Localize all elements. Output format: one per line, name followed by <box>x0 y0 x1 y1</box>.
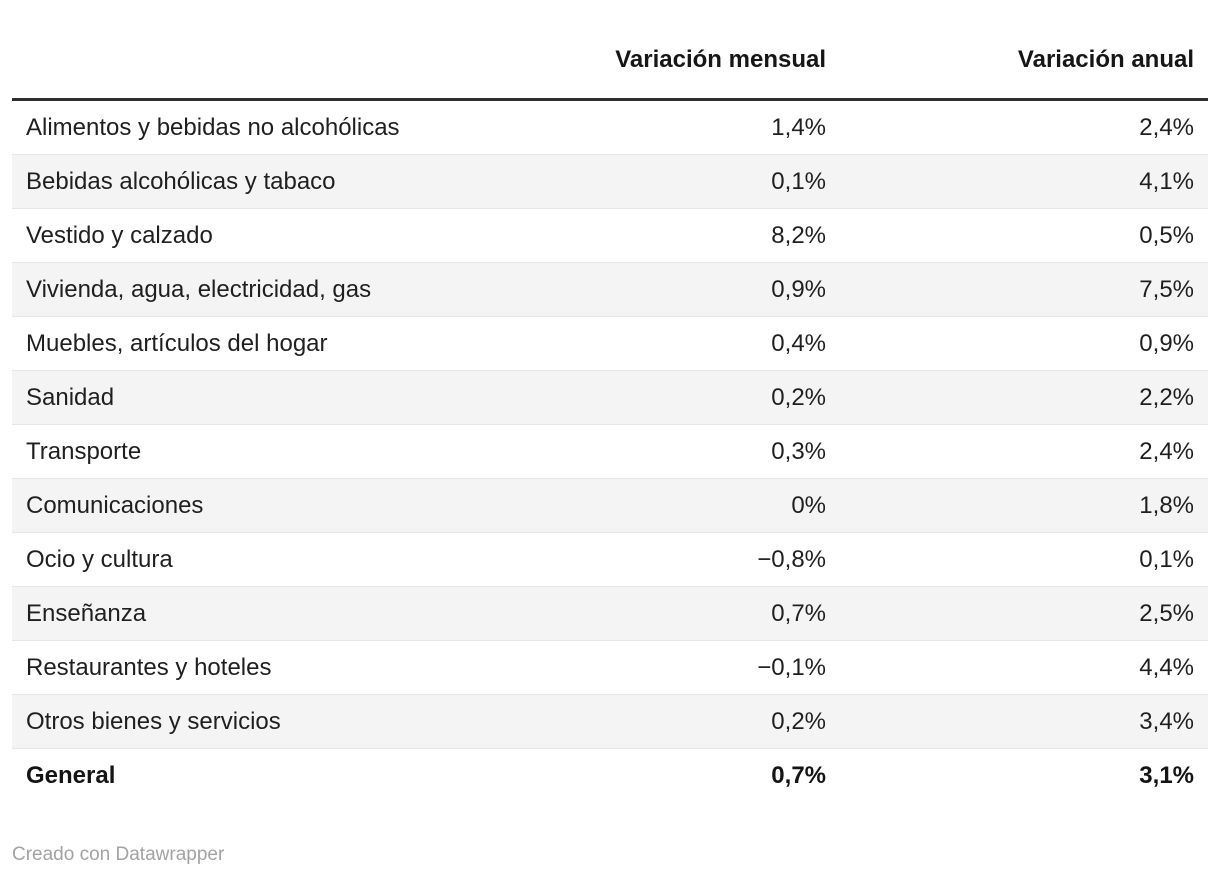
category-cell: General <box>12 748 530 802</box>
category-cell: Muebles, artículos del hogar <box>12 316 530 371</box>
anual-cell: 4,4% <box>840 640 1208 695</box>
table-row: Bebidas alcohólicas y tabaco 0,1% 4,1% <box>12 154 1208 209</box>
table-row: Comunicaciones 0% 1,8% <box>12 478 1208 533</box>
table-row: Vivienda, agua, electricidad, gas 0,9% 7,5… <box>12 262 1208 317</box>
anual-cell: 4,1% <box>840 154 1208 209</box>
table-row: Alimentos y bebidas no alcohólicas 1,4% 2,… <box>12 100 1208 155</box>
table-row: Restaurantes y hoteles −0,1% 4,4% <box>12 640 1208 695</box>
column-header-mensual: Variación mensual <box>530 0 840 101</box>
mensual-cell: 0,1% <box>530 154 840 209</box>
mensual-cell: 0,9% <box>530 262 840 317</box>
category-cell: Alimentos y bebidas no alcohólicas <box>26 113 400 141</box>
anual-cell: 7,5% <box>840 262 1208 317</box>
table-row: General 0,7% 3,1% <box>12 748 1208 802</box>
category-cell: Sanidad <box>12 370 530 425</box>
mensual-cell: 1,4% <box>771 113 826 141</box>
cpi-table: Variación mensual Variación anual Alimen… <box>12 0 1208 802</box>
table-header: Variación mensual Variación anual <box>12 0 1208 101</box>
attribution-credit: Creado con Datawrapper <box>12 844 225 865</box>
category-cell: Vestido y calzado <box>12 208 530 263</box>
table-row: Otros bienes y servicios 0,2% 3,4% <box>12 694 1208 749</box>
category-cell: Restaurantes y hoteles <box>12 640 530 695</box>
table-row: Vestido y calzado 8,2% 0,5% <box>12 208 1208 263</box>
table-row: Transporte 0,3% 2,4% <box>12 424 1208 479</box>
category-cell: Vivienda, agua, electricidad, gas <box>12 262 530 317</box>
category-cell: Bebidas alcohólicas y tabaco <box>12 154 530 209</box>
category-cell: Enseñanza <box>12 586 530 641</box>
category-cell: Transporte <box>12 424 530 479</box>
anual-cell: 2,4% <box>840 424 1208 479</box>
anual-cell: 2,2% <box>840 370 1208 425</box>
mensual-cell: 0,2% <box>530 370 840 425</box>
mensual-cell: 8,2% <box>530 208 840 263</box>
datawrapper-table: Variación mensual Variación anual Alimen… <box>12 0 1208 866</box>
anual-cell: 0,5% <box>840 208 1208 263</box>
anual-cell: 1,8% <box>840 478 1208 533</box>
mensual-cell: 0,3% <box>530 424 840 479</box>
table-body: Alimentos y bebidas no alcohólicas 1,4% 2,… <box>12 100 1208 802</box>
anual-cell: 2,5% <box>840 586 1208 641</box>
mensual-cell: −0,1% <box>530 640 840 695</box>
table-row: Enseñanza 0,7% 2,5% <box>12 586 1208 641</box>
table-row: Muebles, artículos del hogar 0,4% 0,9% <box>12 316 1208 371</box>
mensual-cell: 0,7% <box>530 586 840 641</box>
category-cell: Ocio y cultura <box>12 532 530 587</box>
mensual-cell: 0,2% <box>530 694 840 749</box>
mensual-cell: 0% <box>530 478 840 533</box>
mensual-cell: −0,8% <box>530 532 840 587</box>
category-cell: Comunicaciones <box>12 478 530 533</box>
column-header-anual: Variación anual <box>840 0 1208 101</box>
anual-cell: 2,4% <box>1139 113 1194 141</box>
column-header-category <box>12 0 530 101</box>
mensual-cell: 0,4% <box>530 316 840 371</box>
anual-cell: 3,4% <box>840 694 1208 749</box>
anual-cell: 0,1% <box>840 532 1208 587</box>
mensual-cell: 0,7% <box>530 748 840 802</box>
anual-cell: 0,9% <box>840 316 1208 371</box>
table-row: Ocio y cultura −0,8% 0,1% <box>12 532 1208 587</box>
category-cell: Otros bienes y servicios <box>12 694 530 749</box>
anual-cell: 3,1% <box>840 748 1208 802</box>
table-row: Sanidad 0,2% 2,2% <box>12 370 1208 425</box>
